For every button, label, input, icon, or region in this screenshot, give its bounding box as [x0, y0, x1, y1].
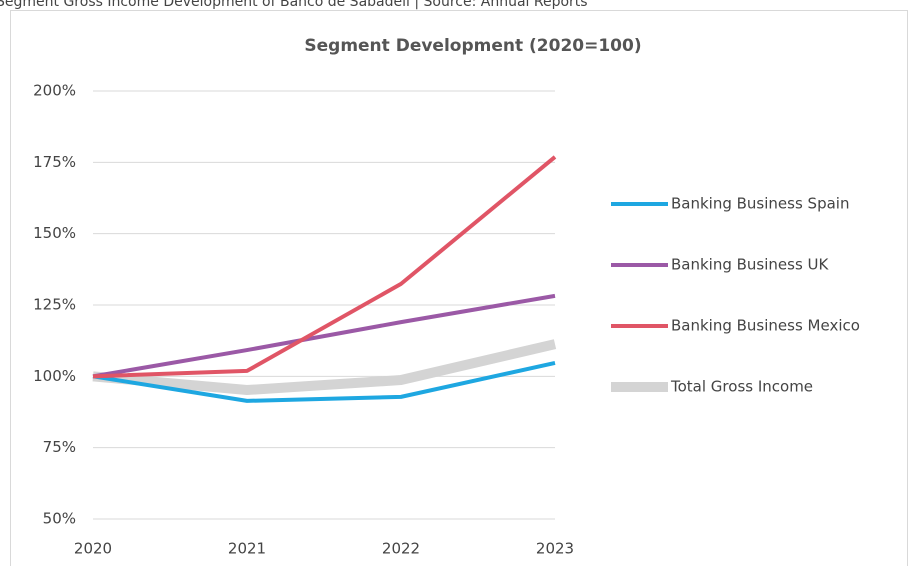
y-tick-label: 150%	[33, 224, 76, 242]
line-series	[92, 360, 556, 403]
legend-label: Banking Business Spain	[671, 195, 849, 213]
legend-label: Banking Business UK	[671, 256, 830, 274]
legend-label: Total Gross Income	[670, 378, 813, 396]
y-tick-label: 200%	[33, 82, 76, 100]
chart-border	[10, 10, 908, 570]
line-series	[92, 293, 556, 379]
x-tick-label: 2022	[382, 540, 420, 558]
line-series	[92, 155, 557, 379]
caption: Segment Gross Income Development of Banc…	[0, 0, 588, 10]
y-tick-label: 100%	[33, 367, 76, 385]
chart-title: Segment Development (2020=100)	[304, 36, 641, 56]
y-tick-label: 50%	[43, 510, 76, 528]
y-tick-label: 175%	[33, 153, 76, 171]
legend-label: Banking Business Mexico	[671, 317, 860, 335]
line-series	[92, 339, 557, 396]
x-tick-label: 2020	[74, 540, 112, 558]
y-tick-label: 125%	[33, 296, 76, 314]
x-tick-label: 2021	[228, 540, 266, 558]
x-tick-label: 2023	[536, 540, 574, 558]
y-tick-label: 75%	[43, 438, 76, 456]
